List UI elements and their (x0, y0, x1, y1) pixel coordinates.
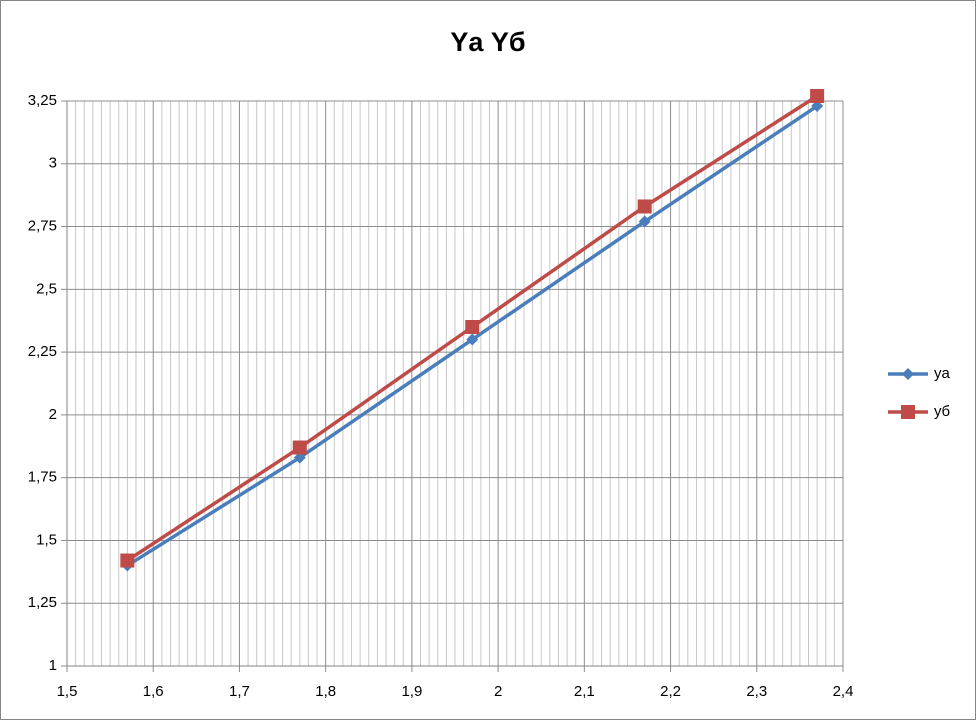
x-tick-label: 2,4 (833, 683, 854, 700)
chart-title: Yа Yб (450, 27, 525, 57)
x-tick-label: 2,3 (746, 683, 767, 700)
y-tick-label: 3 (49, 155, 57, 172)
x-tick-label: 1,6 (143, 683, 164, 700)
y-tick-label: 1,5 (36, 531, 57, 548)
x-tick-label: 2,1 (574, 683, 595, 700)
marker (811, 100, 824, 113)
y-tick-label: 1,75 (28, 469, 57, 486)
marker (465, 320, 480, 334)
marker (466, 333, 479, 346)
x-tick-label: 1,8 (315, 683, 336, 700)
y-tick-label: 2,75 (28, 218, 57, 235)
x-tick-label: 1,9 (401, 683, 422, 700)
marker (637, 199, 652, 214)
x-tick-label: 2,2 (660, 683, 681, 700)
legend-label: yа (934, 365, 951, 382)
marker (638, 215, 651, 228)
marker (120, 553, 135, 568)
y-tick-label: 2,5 (36, 280, 57, 297)
marker (293, 451, 306, 464)
y-tick-label: 2,25 (28, 343, 57, 360)
legend-label: yб (934, 403, 950, 420)
x-tick-label: 1,7 (229, 683, 250, 700)
marker (292, 440, 307, 455)
x-tick-label: 1,5 (57, 683, 78, 700)
marker (902, 368, 914, 380)
y-tick-label: 2 (49, 406, 57, 423)
y-tick-label: 1,25 (28, 594, 57, 611)
x-tick-label: 2 (494, 683, 502, 700)
y-tick-label: 1 (49, 657, 57, 674)
y-tick-label: 3,25 (28, 92, 57, 109)
marker (901, 405, 915, 419)
marker (810, 88, 825, 103)
